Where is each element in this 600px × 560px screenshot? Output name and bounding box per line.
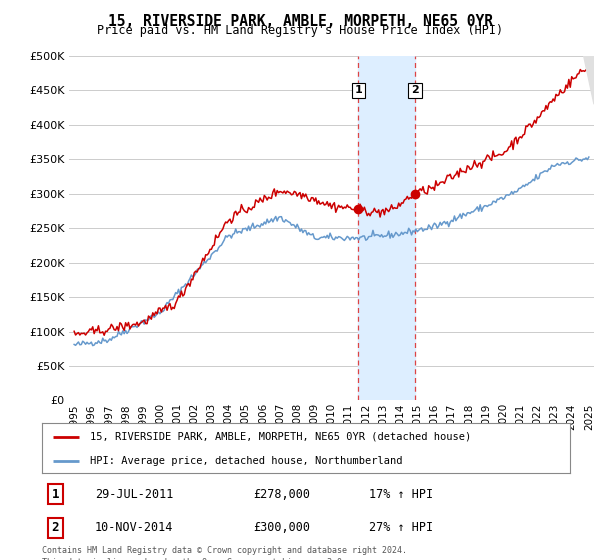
Text: £300,000: £300,000	[253, 521, 310, 534]
Text: 15, RIVERSIDE PARK, AMBLE, MORPETH, NE65 0YR (detached house): 15, RIVERSIDE PARK, AMBLE, MORPETH, NE65…	[89, 432, 471, 442]
Text: 1: 1	[355, 86, 362, 95]
Text: This data is licensed under the Open Government Licence v3.0.: This data is licensed under the Open Gov…	[42, 558, 347, 560]
Bar	[358, 56, 415, 400]
Polygon shape	[584, 56, 594, 104]
Text: 1: 1	[52, 488, 59, 501]
Text: 2: 2	[411, 86, 419, 95]
Text: Price paid vs. HM Land Registry's House Price Index (HPI): Price paid vs. HM Land Registry's House …	[97, 24, 503, 37]
Text: 10-NOV-2014: 10-NOV-2014	[95, 521, 173, 534]
Text: 2: 2	[52, 521, 59, 534]
Text: 27% ↑ HPI: 27% ↑ HPI	[370, 521, 433, 534]
Text: Contains HM Land Registry data © Crown copyright and database right 2024.: Contains HM Land Registry data © Crown c…	[42, 546, 407, 555]
Text: HPI: Average price, detached house, Northumberland: HPI: Average price, detached house, Nort…	[89, 456, 402, 465]
Text: 17% ↑ HPI: 17% ↑ HPI	[370, 488, 433, 501]
Text: 15, RIVERSIDE PARK, AMBLE, MORPETH, NE65 0YR: 15, RIVERSIDE PARK, AMBLE, MORPETH, NE65…	[107, 14, 493, 29]
Text: £278,000: £278,000	[253, 488, 310, 501]
Text: 29-JUL-2011: 29-JUL-2011	[95, 488, 173, 501]
